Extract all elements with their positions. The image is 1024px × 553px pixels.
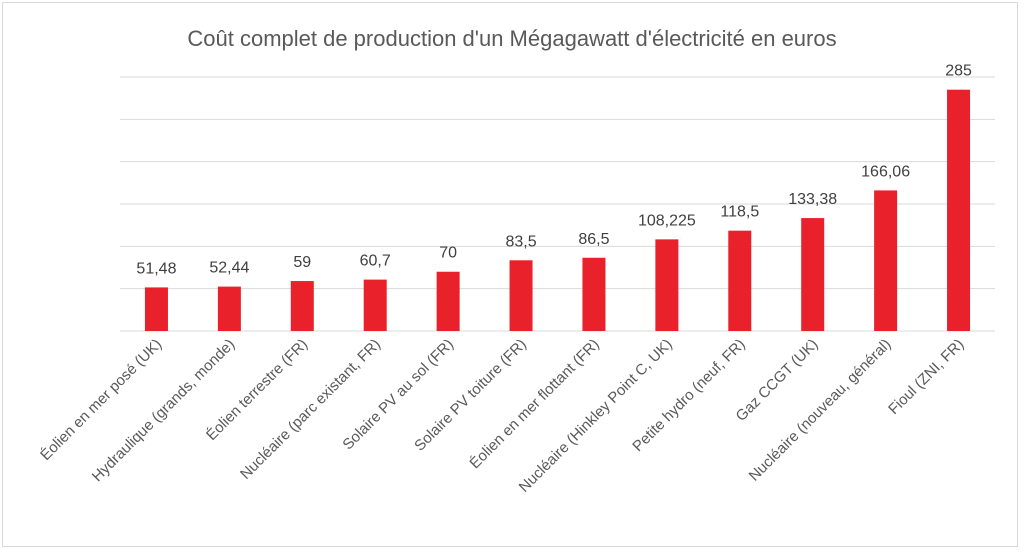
- x-tick-label: Nucléaire (parc existant, FR): [237, 336, 384, 483]
- bar: [874, 190, 898, 331]
- data-label: 60,7: [360, 253, 391, 270]
- x-tick-label: Hydraulique (grands, monde): [89, 336, 238, 485]
- x-tick-label: Fioul (ZNI, FR): [885, 336, 967, 418]
- bar: [655, 239, 679, 331]
- data-label: 59: [293, 254, 311, 271]
- data-label: 166,06: [861, 163, 910, 180]
- bar: [509, 260, 533, 331]
- bar: [728, 230, 752, 331]
- x-tick-label: Éolien en mer flottant (FR): [466, 336, 602, 472]
- chart-title: Coût complet de production d'un Mégagawa…: [187, 26, 836, 51]
- bar: [436, 271, 460, 331]
- x-tick-label: Nucléaire (nouveau, général): [746, 336, 895, 485]
- data-label: 52,44: [209, 260, 249, 277]
- x-tick-labels: Éolien en mer posé (UK)Hydraulique (gran…: [37, 336, 967, 496]
- data-labels: 51,48 52,44 59 60,7 70 83,5 86,5 108,225 118,5 13…: [136, 63, 972, 278]
- data-label: 285: [945, 63, 972, 80]
- data-label: 83,5: [505, 233, 536, 250]
- data-label: 118,5: [720, 204, 759, 221]
- bar: [290, 281, 314, 331]
- bar: [947, 89, 971, 331]
- bar: [582, 257, 606, 331]
- data-label: 108,225: [638, 212, 696, 229]
- data-label: 133,38: [788, 191, 837, 208]
- bar: [363, 279, 387, 331]
- chart-border: [2, 2, 1018, 547]
- bar: [217, 286, 241, 331]
- gridlines: [120, 76, 995, 332]
- bars: [144, 89, 971, 331]
- x-tick-label: Nucléaire (Hinkley Point C, UK): [516, 336, 676, 496]
- data-label: 70: [439, 245, 457, 262]
- data-label: 51,48: [136, 260, 176, 277]
- data-label: 86,5: [578, 231, 609, 248]
- bar: [801, 218, 825, 331]
- x-tick-label: Éolien en mer posé (UK): [37, 336, 165, 464]
- bar: [144, 287, 168, 331]
